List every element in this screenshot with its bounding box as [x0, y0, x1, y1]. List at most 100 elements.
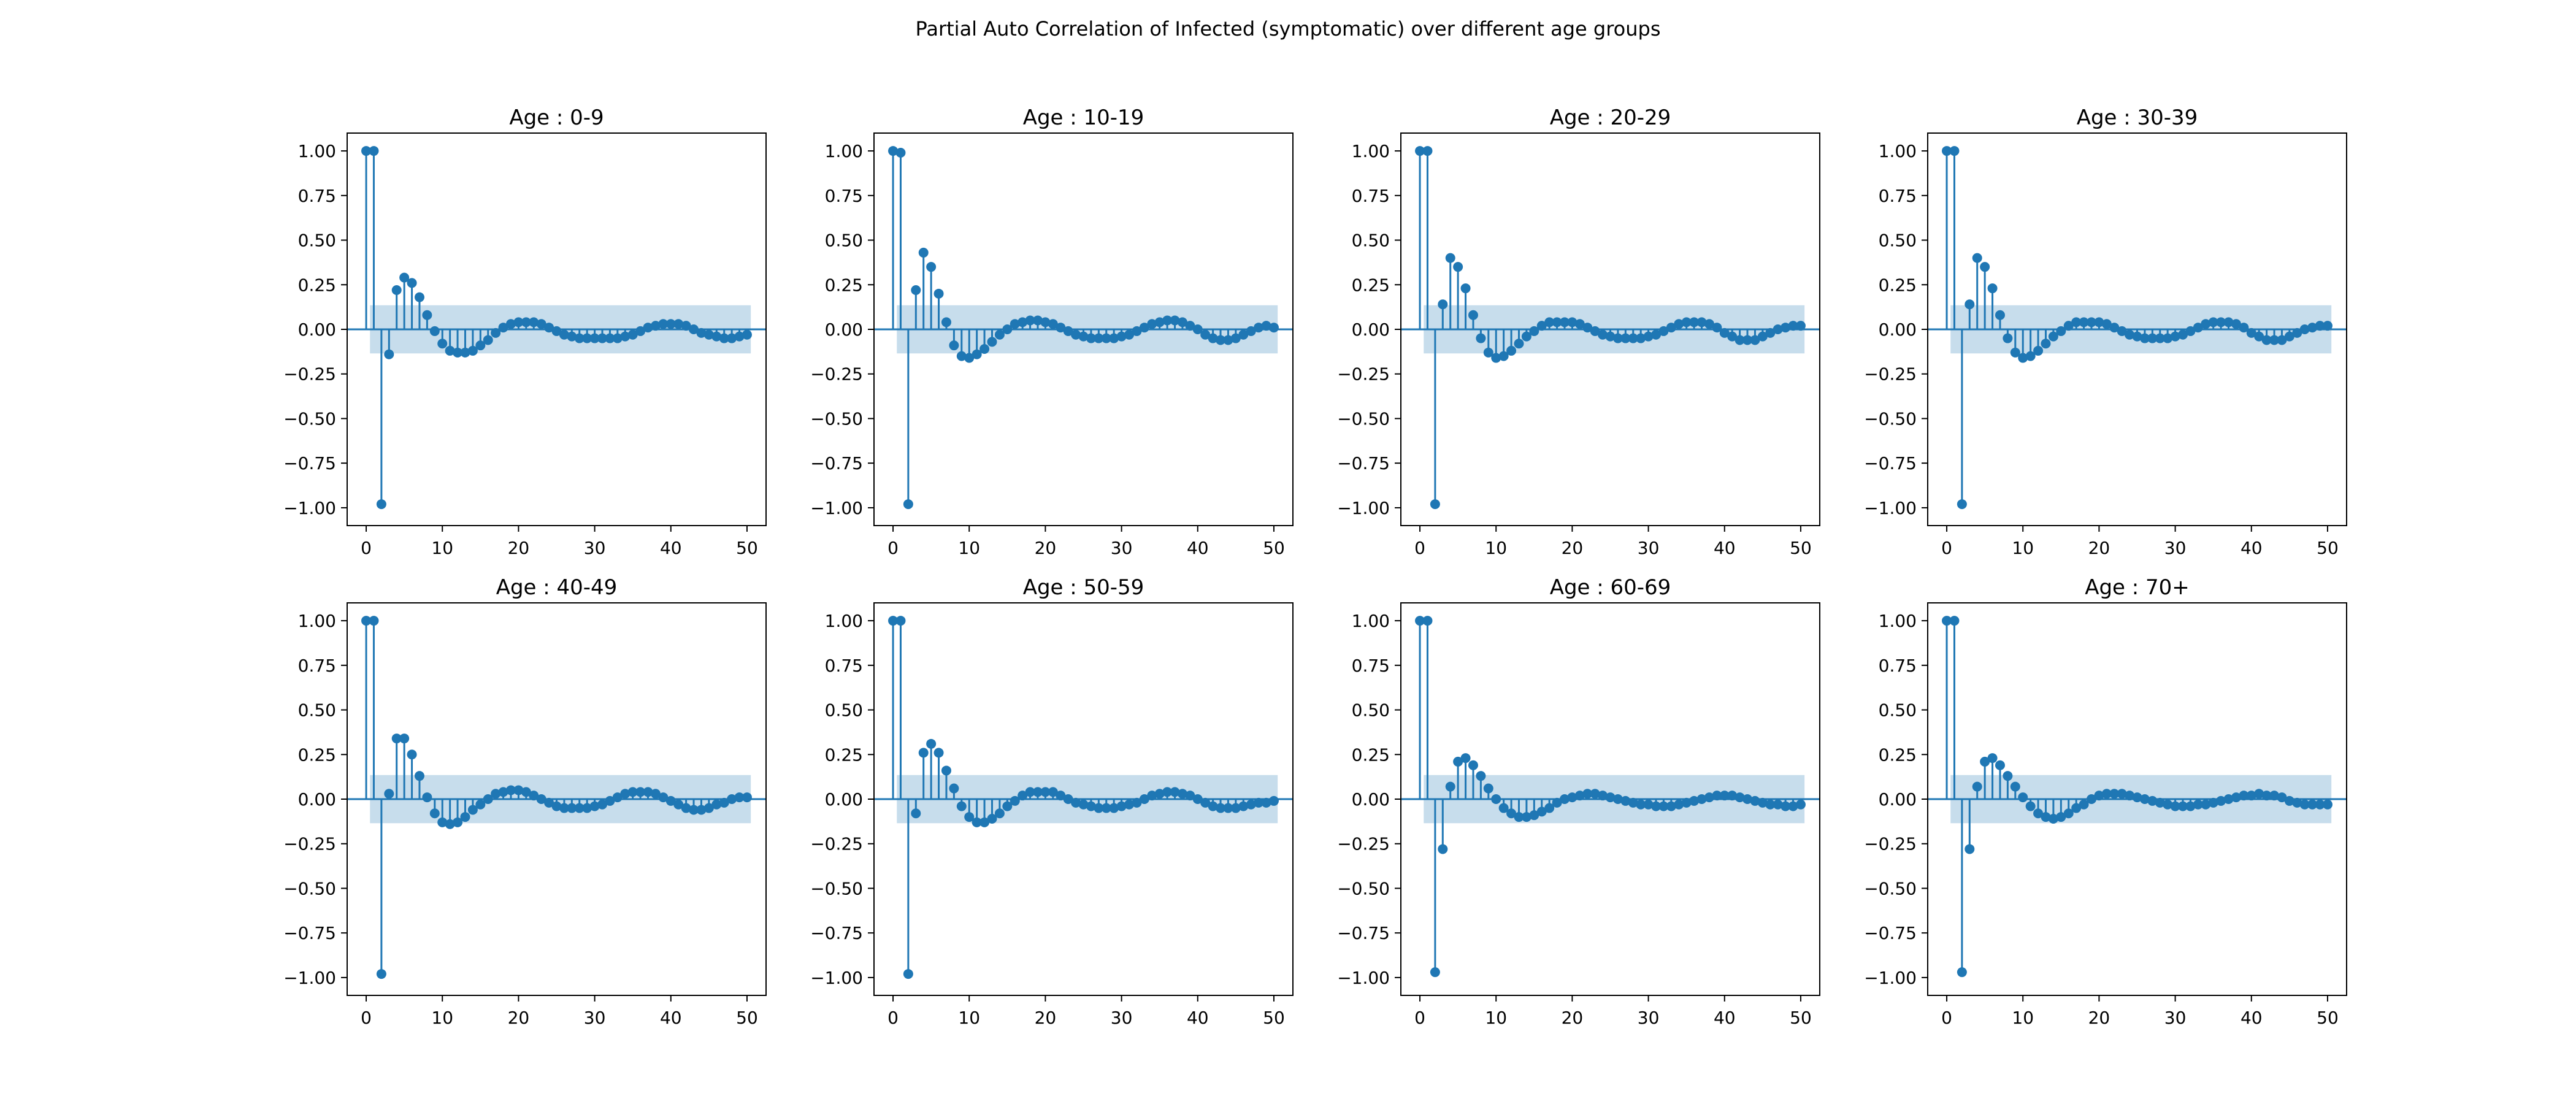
x-tick-label: 10 — [431, 538, 453, 558]
stem-marker — [422, 792, 432, 803]
stem-marker — [658, 792, 669, 803]
stem-marker — [1742, 794, 1753, 804]
stem-marker — [1552, 797, 1562, 808]
stem-marker — [1529, 810, 1539, 821]
x-tick-label: 30 — [1638, 538, 1660, 558]
stem-marker — [2132, 331, 2142, 342]
stem-marker — [727, 794, 737, 804]
stem-marker — [987, 814, 997, 824]
stem-marker — [1636, 333, 1646, 343]
stem-marker — [1468, 760, 1478, 770]
stem-marker — [1995, 760, 2005, 770]
stem-marker — [1781, 323, 1791, 333]
y-tick-label: 0.50 — [825, 700, 863, 721]
stem-marker — [1590, 789, 1600, 799]
y-tick-label: −0.25 — [810, 834, 863, 854]
y-tick-label: −0.50 — [1337, 878, 1390, 898]
stem-marker — [2246, 328, 2256, 338]
stem-marker — [460, 347, 470, 358]
y-tick-label: −0.50 — [810, 408, 863, 429]
y-tick-label: −1.00 — [1337, 498, 1390, 518]
subplot-3: 1.00 0.75 0.50 0.25 0.00 −0.25 −0.50 −0.75 −1.00… — [1337, 105, 1820, 558]
stem-marker — [1765, 328, 1776, 338]
y-tick-label: −0.25 — [1337, 364, 1390, 385]
stem-marker — [559, 329, 569, 340]
stem-marker — [1712, 791, 1722, 801]
stem-marker — [574, 803, 585, 813]
stem-marker — [1177, 789, 1187, 799]
stem-marker — [1223, 335, 1233, 345]
stem-marker — [1094, 803, 1104, 813]
stem-marker — [2315, 321, 2325, 331]
stem-marker — [582, 803, 592, 813]
stem-marker — [483, 794, 493, 804]
y-tick-label: −0.75 — [283, 453, 336, 473]
subplot-title: Age : 40-49 — [496, 575, 618, 600]
stem-marker — [2208, 317, 2218, 328]
stem-marker — [384, 349, 394, 359]
stem-marker — [1483, 347, 1493, 358]
stem-marker — [1170, 315, 1180, 326]
y-tick-label: 0.25 — [1879, 275, 1917, 295]
stem-marker — [1002, 801, 1013, 811]
stem-marker — [1453, 756, 1463, 767]
stem-marker — [1972, 253, 1982, 263]
stem-marker — [2163, 333, 2173, 343]
stem-marker — [964, 353, 975, 363]
stem-marker — [1124, 799, 1135, 810]
stem-marker — [1612, 333, 1623, 343]
stem-marker — [2063, 808, 2074, 819]
stem-marker — [2201, 799, 2211, 810]
x-tick-label: 20 — [2088, 538, 2110, 558]
stem-marker — [1230, 333, 1241, 343]
stem-marker — [1628, 797, 1638, 808]
stem-marker — [1773, 324, 1783, 334]
stem-marker — [2010, 781, 2020, 792]
stem-marker — [2139, 333, 2150, 343]
stem-marker — [2307, 799, 2318, 810]
stem-marker — [1094, 333, 1104, 343]
subplot-title: Age : 0-9 — [509, 105, 604, 130]
y-tick-label: 0.00 — [1352, 789, 1390, 810]
y-tick-label: 1.00 — [1879, 611, 1917, 631]
stem-marker — [1750, 795, 1760, 806]
stem-marker — [1453, 262, 1463, 272]
stem-marker — [498, 323, 508, 333]
x-tick-label: 30 — [1111, 1008, 1133, 1028]
stem-marker — [643, 323, 653, 333]
subplot-6: 1.00 0.75 0.50 0.25 0.00 −0.25 −0.50 −0.75 −1.00… — [810, 575, 1294, 1028]
y-tick-label: 0.50 — [1879, 700, 1917, 721]
y-tick-label: 0.25 — [1352, 745, 1390, 765]
x-tick-label: 20 — [1035, 1008, 1057, 1028]
stem-marker — [1651, 801, 1662, 811]
stem-marker — [1605, 331, 1616, 342]
stem-marker — [711, 799, 722, 810]
y-tick-label: 0.25 — [298, 745, 336, 765]
subplot-title: Age : 10-19 — [1023, 105, 1144, 130]
stem-marker — [1514, 339, 1524, 349]
y-tick-label: −0.50 — [1864, 878, 1917, 898]
stem-marker — [972, 817, 982, 827]
stem-marker — [1063, 794, 1073, 804]
stem-marker — [1216, 803, 1226, 813]
stem-marker — [529, 791, 539, 801]
stem-marker — [1086, 333, 1096, 343]
stem-marker — [1162, 315, 1173, 326]
y-tick-label: −0.25 — [1864, 364, 1917, 385]
stem-marker — [1254, 797, 1264, 808]
stem-marker — [498, 787, 508, 797]
subplot-title: Age : 50-59 — [1023, 575, 1144, 600]
stem-marker — [2170, 801, 2180, 811]
stem-marker — [544, 323, 554, 333]
stem-marker — [2048, 331, 2058, 342]
stem-marker — [1238, 329, 1249, 340]
y-tick-label: −0.50 — [283, 408, 336, 429]
stem-marker — [2231, 792, 2241, 803]
stem-marker — [627, 787, 638, 797]
stem-marker — [2003, 333, 2013, 343]
stem-marker — [658, 319, 669, 329]
stem-marker — [597, 799, 608, 810]
stem-marker — [1506, 808, 1517, 819]
stem-marker — [1651, 329, 1662, 340]
stem-marker — [1995, 310, 2005, 320]
